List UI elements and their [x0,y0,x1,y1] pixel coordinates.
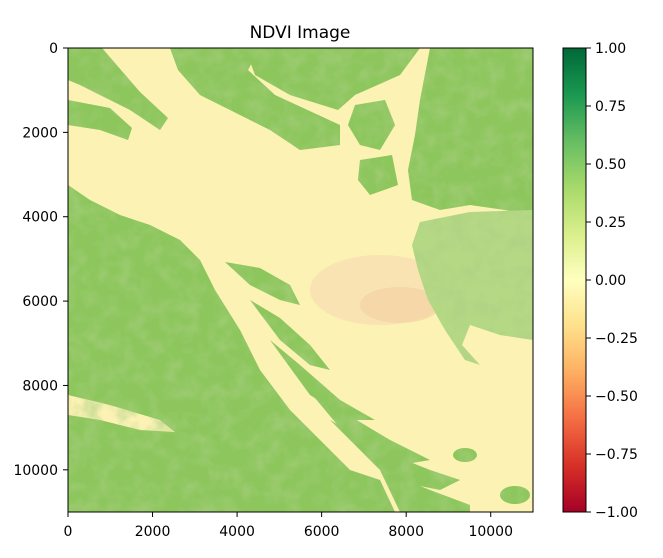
ndvi-image [68,48,533,512]
colorbar-tick-label: 1.00 [595,41,626,57]
sediment-plume-core [360,287,440,323]
colorbar-tick-label: −0.50 [595,389,638,405]
y-tick-label: 8000 [22,378,58,394]
x-axis: 0 2000 4000 6000 8000 10000 [64,512,513,540]
colorbar-tick-label: 0.50 [595,157,626,173]
colorbar-gradient [562,47,587,513]
x-tick-label: 2000 [135,524,171,540]
y-tick-label: 4000 [22,210,58,226]
x-tick-label: 4000 [219,524,255,540]
colorbar-tick-label: −0.25 [595,331,638,347]
y-tick-label: 10000 [13,463,58,479]
x-tick-label: 10000 [468,524,513,540]
colorbar-tick-label: −1.00 [595,505,638,521]
x-tick-label: 8000 [388,524,424,540]
y-tick-label: 0 [49,41,58,57]
colorbar-ticks: 1.00 0.75 0.50 0.25 0.00 −0.25 −0.50 −0.75 −1.00 [586,41,638,521]
y-tick-label: 2000 [22,125,58,141]
plot-frame [67,47,534,513]
y-axis: 0 2000 4000 6000 8000 10000 [13,41,68,479]
colorbar-tick-label: −0.75 [595,447,638,463]
y-tick-label: 6000 [22,294,58,310]
colorbar-tick-label: 0.25 [595,215,626,231]
chart-title: NDVI Image [250,23,351,43]
x-tick-label: 0 [64,524,73,540]
colorbar-tick-label: 0.75 [595,99,626,115]
x-tick-label: 6000 [304,524,340,540]
colorbar: 1.00 0.75 0.50 0.25 0.00 −0.25 −0.50 −0.75 −1.00 [562,41,638,521]
colorbar-tick-label: 0.00 [595,273,626,289]
